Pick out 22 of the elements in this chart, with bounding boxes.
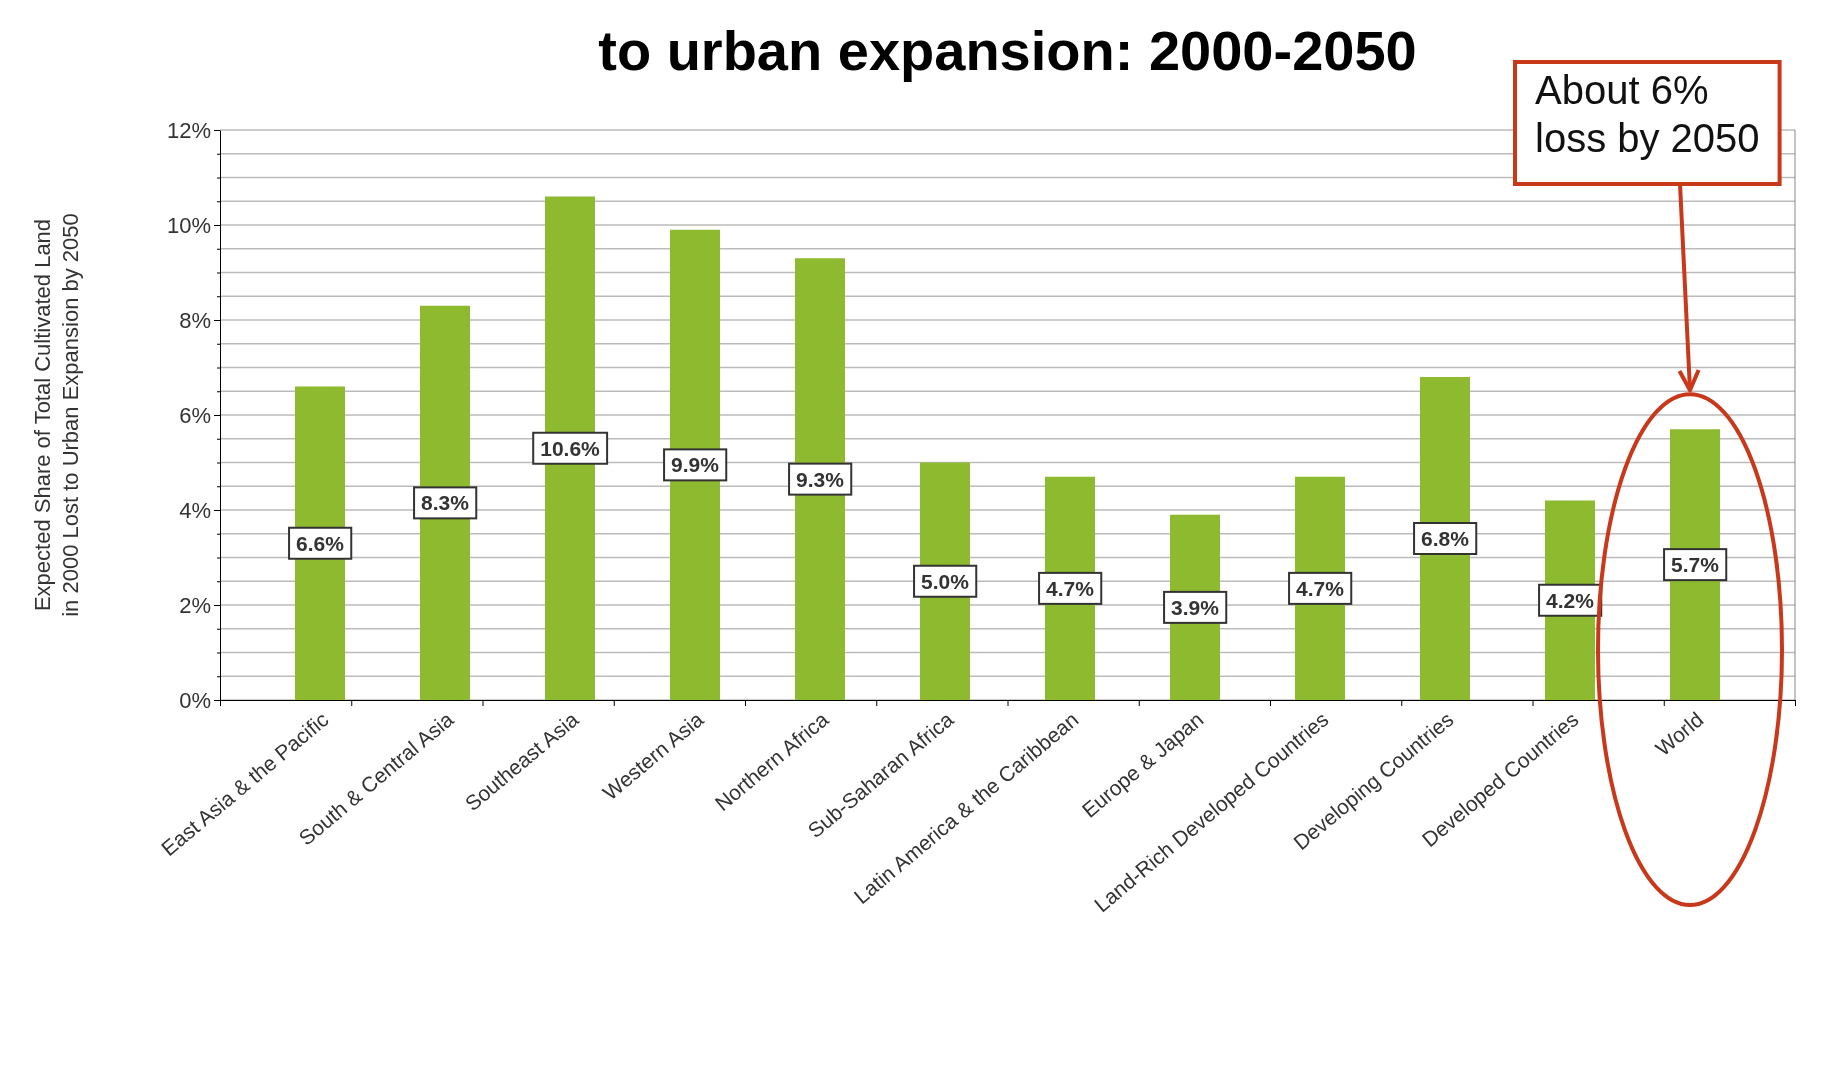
y-tick-label: 10% <box>166 212 211 238</box>
y-tick-label: 4% <box>179 497 211 523</box>
data-label: 9.9% <box>671 453 720 477</box>
data-label: 6.8% <box>1421 527 1470 550</box>
y-tick-label: 12% <box>166 117 211 143</box>
data-label: 4.7% <box>1046 576 1095 600</box>
y-tick-label: 8% <box>179 307 211 333</box>
data-label: 8.3% <box>421 491 470 515</box>
data-label: 3.9% <box>1171 595 1220 619</box>
data-label: 4.2% <box>1546 588 1595 612</box>
data-label: 5.7% <box>1671 553 1720 577</box>
y-axis-title: Expected Share of Total Cultivated Land in 2000 Lost to Urban Expansion by 2050 <box>30 213 83 617</box>
y-tick-label: 2% <box>179 592 211 618</box>
y-tick-label: 0% <box>179 687 211 713</box>
data-label: 6.6% <box>296 531 345 555</box>
y-tick-label: 6% <box>179 402 211 428</box>
chart-title: to urban expansion: 2000-2050 <box>598 19 1417 82</box>
data-label: 9.3% <box>796 467 845 491</box>
data-label: 5.0% <box>921 569 970 593</box>
data-label: 10.6% <box>540 436 601 460</box>
data-label: 4.7% <box>1296 576 1345 600</box>
annotation: About 6% loss by 2050 <box>1535 68 1760 160</box>
